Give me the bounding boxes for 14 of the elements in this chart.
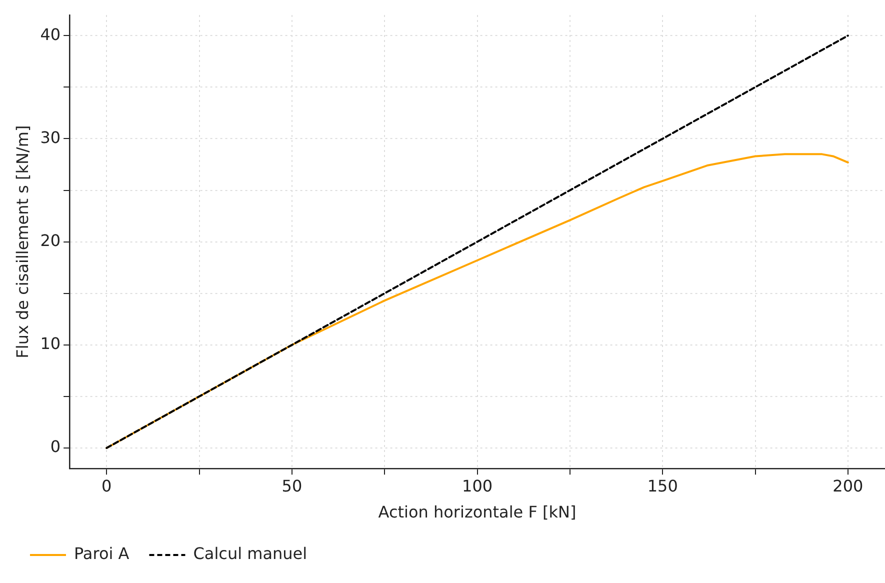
- x-tick-label: 100: [462, 476, 493, 496]
- x-axis-title: Action horizontale F [kN]: [378, 502, 576, 522]
- x-tick-label: 50: [282, 476, 302, 496]
- y-tick-label: 40: [40, 24, 61, 44]
- x-tick-label: 0: [102, 476, 112, 496]
- legend-label: Paroi A: [74, 544, 130, 564]
- y-axis-title: Flux de cisaillement s [kN/m]: [12, 125, 32, 358]
- y-tick-label: 30: [40, 128, 61, 147]
- y-tick-label: 10: [40, 334, 61, 354]
- legend-label: Calcul manuel: [193, 544, 308, 564]
- y-tick-label: 0: [50, 437, 61, 456]
- x-tick-label: 150: [647, 476, 678, 496]
- x-tick-label: 200: [832, 476, 864, 496]
- y-tick-label: 20: [40, 230, 61, 250]
